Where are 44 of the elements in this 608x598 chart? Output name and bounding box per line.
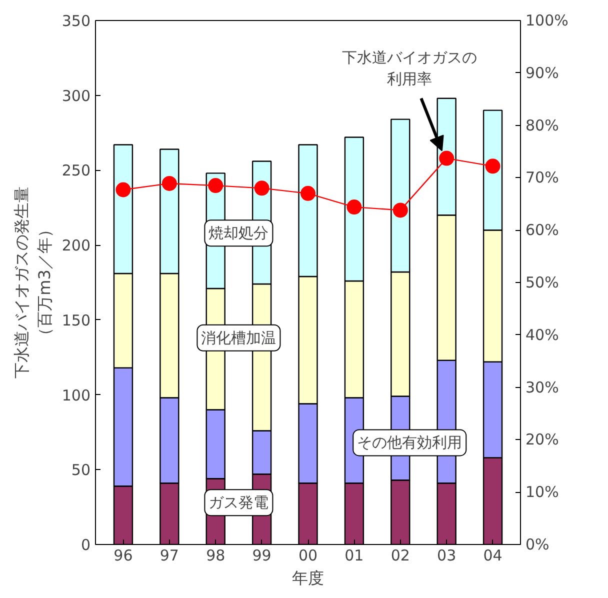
point — [300, 186, 316, 201]
y-tick-label: 0 — [80, 536, 91, 554]
x-axis-title: 年度 — [292, 568, 324, 588]
y2-tick-label: 70% — [526, 168, 559, 187]
point — [116, 182, 131, 198]
x-tick-label: 04 — [483, 546, 502, 564]
y-tick-label: 200 — [62, 236, 91, 255]
x-tick-label: 99 — [252, 546, 272, 564]
x-tick-label: 96 — [114, 546, 133, 564]
y-tick-label: 100 — [62, 386, 91, 404]
x-tick-label: 97 — [160, 546, 179, 564]
y2-tick-label: 60% — [526, 221, 559, 240]
series-label: ガス発電 — [208, 494, 269, 512]
y-tick-label: 250 — [62, 162, 91, 180]
y-axis-title: 下水道バイオガスの発生量（百万m3／年） — [12, 186, 54, 378]
y2-tick-label: 40% — [526, 326, 559, 344]
y2-tick-label: 100% — [526, 12, 568, 30]
y2-tick-label: 30% — [526, 378, 559, 396]
point — [439, 150, 454, 166]
point — [208, 178, 224, 194]
point — [254, 180, 270, 196]
x-tick-label: 01 — [344, 546, 364, 564]
x-tick-label: 00 — [298, 546, 318, 564]
series-label: その他有効利用 — [357, 434, 462, 452]
y2-tick-label: 90% — [526, 64, 559, 82]
x-tick-label: 02 — [390, 546, 410, 564]
point — [346, 200, 362, 215]
point — [485, 158, 500, 174]
y2-tick-label: 0% — [526, 536, 550, 554]
y-tick-label: 150 — [62, 311, 91, 330]
y2-tick-label: 20% — [526, 430, 559, 449]
x-tick-label: 98 — [206, 546, 226, 564]
y2-tick-label: 50% — [526, 274, 559, 292]
series-label: 消化槽加温 — [201, 328, 276, 347]
y2-tick-label: 80% — [526, 116, 559, 134]
y-tick-label: 50 — [71, 461, 91, 480]
series-label: 焼却処分 — [208, 224, 269, 242]
x-tick-label: 03 — [437, 546, 456, 564]
y-tick-label: 350 — [62, 12, 91, 30]
text: 下水道バイオガスの利用率 — [342, 48, 478, 88]
point — [392, 202, 408, 218]
y2-tick-label: 10% — [526, 483, 559, 502]
point — [162, 176, 177, 191]
y-tick-label: 300 — [62, 86, 91, 105]
